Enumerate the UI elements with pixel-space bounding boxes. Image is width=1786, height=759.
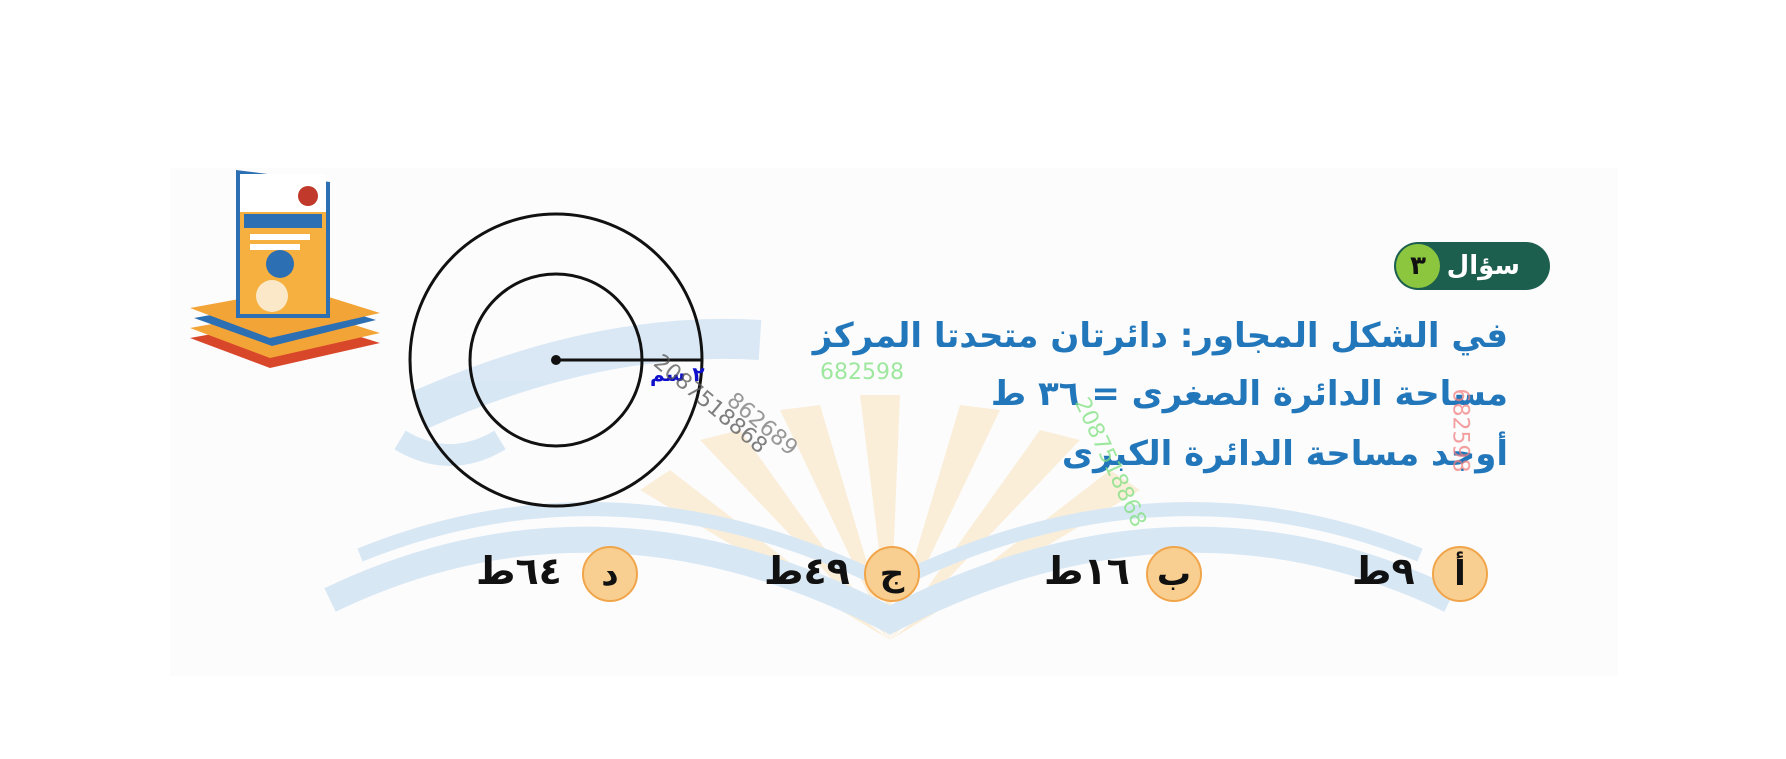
option-d-button[interactable]: د [582,546,638,602]
option-b-value[interactable]: ١٦ط [1044,549,1130,593]
question-label: سؤال [1446,251,1520,281]
option-b-button[interactable]: ب [1146,546,1202,602]
option-c-button[interactable]: ج [864,546,920,602]
watermark-number: 682598 [1447,388,1473,473]
radius-label: ٢ سم [650,362,705,386]
option-d-value[interactable]: ٦٤ط [476,549,562,593]
option-c-value[interactable]: ٤٩ط [764,549,850,593]
question-number: ٣ [1396,244,1440,288]
question-line-2: مساحة الدائرة الصغرى = ٣٦ ط [990,374,1508,414]
question-line-3: أوجد مساحة الدائرة الكبرى [1061,434,1508,474]
question-line-1: في الشكل المجاور: دائرتان متحدتا المركز [812,316,1508,356]
book-stack-image [190,170,380,368]
watermark-number: 682598 [820,360,904,385]
option-a-button[interactable]: أ [1432,546,1488,602]
question-badge: سؤال ٣ [1394,242,1550,290]
option-a-value[interactable]: ٩ط [1352,549,1415,593]
center-point [551,355,561,365]
